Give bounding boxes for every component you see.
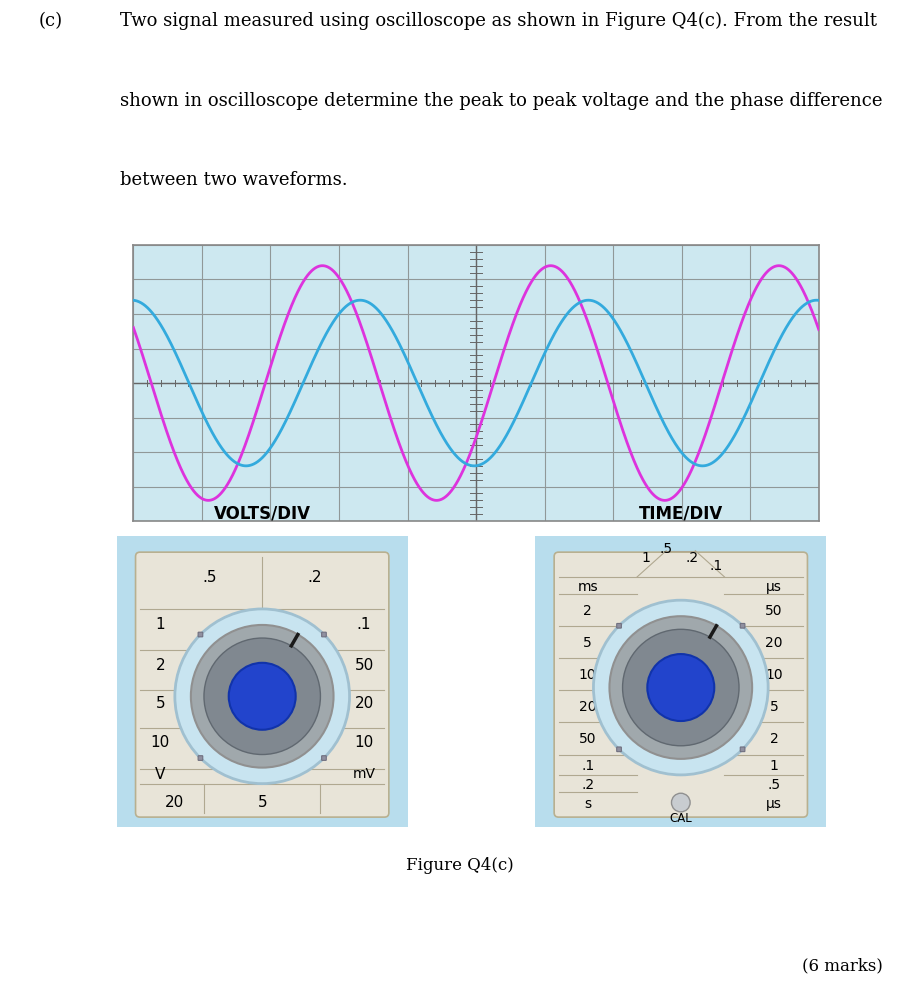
- Circle shape: [229, 663, 295, 730]
- Text: 1: 1: [155, 617, 165, 631]
- Text: 5: 5: [583, 636, 591, 650]
- Text: .1: .1: [581, 758, 594, 772]
- Text: shown in oscilloscope determine the peak to peak voltage and the phase differenc: shown in oscilloscope determine the peak…: [119, 91, 881, 109]
- Text: .2: .2: [307, 570, 322, 585]
- Text: 10: 10: [354, 734, 373, 749]
- Text: (6 marks): (6 marks): [801, 957, 882, 973]
- Text: TIME/DIV: TIME/DIV: [638, 505, 722, 522]
- Circle shape: [671, 793, 689, 812]
- Text: 20: 20: [765, 636, 782, 650]
- Text: 10: 10: [151, 734, 170, 749]
- Circle shape: [608, 617, 752, 759]
- Text: .5: .5: [659, 542, 672, 556]
- Text: 5: 5: [155, 695, 165, 710]
- FancyBboxPatch shape: [553, 553, 807, 817]
- FancyBboxPatch shape: [740, 624, 744, 629]
- Text: 20: 20: [578, 700, 596, 714]
- Text: 2: 2: [769, 732, 777, 746]
- Circle shape: [204, 638, 320, 754]
- FancyBboxPatch shape: [616, 624, 620, 629]
- Text: 50: 50: [765, 604, 782, 618]
- Text: 20: 20: [165, 793, 185, 808]
- Text: .5: .5: [766, 777, 779, 790]
- Text: 2: 2: [583, 604, 591, 618]
- Text: 50: 50: [354, 657, 373, 672]
- FancyBboxPatch shape: [198, 633, 202, 637]
- Text: μs: μs: [766, 795, 781, 809]
- Text: 1: 1: [641, 550, 650, 564]
- FancyBboxPatch shape: [616, 747, 620, 752]
- Circle shape: [175, 609, 349, 784]
- Text: CAL: CAL: [669, 810, 691, 823]
- Text: 5: 5: [257, 793, 267, 808]
- FancyBboxPatch shape: [198, 756, 202, 760]
- Circle shape: [593, 601, 767, 775]
- Text: .5: .5: [202, 570, 217, 585]
- Text: .2: .2: [686, 550, 698, 564]
- Text: between two waveforms.: between two waveforms.: [119, 171, 346, 189]
- Text: 10: 10: [578, 668, 596, 682]
- Text: 20: 20: [354, 695, 373, 710]
- Text: .1: .1: [709, 559, 721, 573]
- FancyBboxPatch shape: [532, 534, 828, 830]
- FancyBboxPatch shape: [135, 553, 389, 817]
- Text: ms: ms: [577, 579, 597, 593]
- Text: V: V: [155, 766, 165, 781]
- Text: μs: μs: [766, 579, 781, 593]
- Text: .2: .2: [581, 777, 594, 790]
- FancyBboxPatch shape: [740, 747, 744, 752]
- FancyBboxPatch shape: [322, 633, 326, 637]
- Text: s: s: [584, 795, 591, 809]
- Circle shape: [622, 630, 738, 746]
- Text: (c): (c): [39, 12, 62, 30]
- Text: 1: 1: [768, 758, 777, 772]
- Text: 2: 2: [155, 657, 165, 672]
- Text: .1: .1: [357, 617, 371, 631]
- FancyBboxPatch shape: [322, 756, 326, 760]
- Text: mV: mV: [352, 766, 375, 780]
- Text: Figure Q4(c): Figure Q4(c): [405, 857, 514, 873]
- Circle shape: [647, 654, 713, 721]
- Text: 10: 10: [765, 668, 782, 682]
- FancyBboxPatch shape: [114, 534, 410, 830]
- Text: 5: 5: [769, 700, 777, 714]
- Text: Two signal measured using oscilloscope as shown in Figure Q4(c). From the result: Two signal measured using oscilloscope a…: [119, 12, 876, 30]
- Text: VOLTS/DIV: VOLTS/DIV: [213, 505, 311, 522]
- Text: 50: 50: [578, 732, 596, 746]
- Circle shape: [190, 625, 334, 768]
